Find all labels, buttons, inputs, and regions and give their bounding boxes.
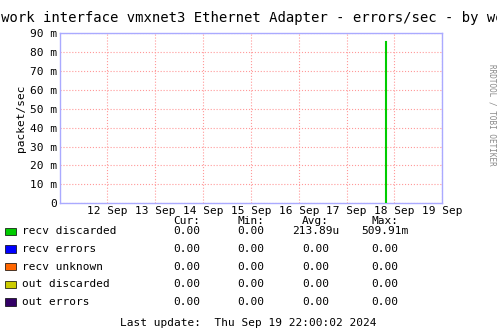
Text: 0.00: 0.00 xyxy=(302,244,329,254)
Text: 0.00: 0.00 xyxy=(302,297,329,307)
Text: 0.00: 0.00 xyxy=(173,226,200,236)
Text: 0.00: 0.00 xyxy=(238,262,264,272)
Text: out discarded: out discarded xyxy=(22,279,110,289)
Text: recv discarded: recv discarded xyxy=(22,226,116,236)
Text: 0.00: 0.00 xyxy=(372,279,399,289)
Text: out errors: out errors xyxy=(22,297,89,307)
Text: recv unknown: recv unknown xyxy=(22,262,103,272)
Text: recv errors: recv errors xyxy=(22,244,96,254)
Text: Network interface vmxnet3 Ethernet Adapter - errors/sec - by week: Network interface vmxnet3 Ethernet Adapt… xyxy=(0,11,497,26)
Y-axis label: packet/sec: packet/sec xyxy=(16,84,26,152)
Text: 0.00: 0.00 xyxy=(372,262,399,272)
Text: 0.00: 0.00 xyxy=(173,279,200,289)
Text: 0.00: 0.00 xyxy=(238,279,264,289)
Text: Cur:: Cur: xyxy=(173,216,200,227)
Text: 0.00: 0.00 xyxy=(238,226,264,236)
Text: 0.00: 0.00 xyxy=(302,262,329,272)
Text: Last update:  Thu Sep 19 22:00:02 2024: Last update: Thu Sep 19 22:00:02 2024 xyxy=(120,318,377,328)
Text: 509.91m: 509.91m xyxy=(361,226,409,236)
Text: 0.00: 0.00 xyxy=(372,244,399,254)
Text: 0.00: 0.00 xyxy=(173,244,200,254)
Text: RRDTOOL / TOBI OETIKER: RRDTOOL / TOBI OETIKER xyxy=(487,64,496,166)
Text: 213.89u: 213.89u xyxy=(292,226,339,236)
Text: 0.00: 0.00 xyxy=(302,279,329,289)
Text: 0.00: 0.00 xyxy=(238,244,264,254)
Text: 0.00: 0.00 xyxy=(372,297,399,307)
Text: 0.00: 0.00 xyxy=(238,297,264,307)
Text: 0.00: 0.00 xyxy=(173,262,200,272)
Text: Max:: Max: xyxy=(372,216,399,227)
Text: Min:: Min: xyxy=(238,216,264,227)
Text: Avg:: Avg: xyxy=(302,216,329,227)
Text: 0.00: 0.00 xyxy=(173,297,200,307)
